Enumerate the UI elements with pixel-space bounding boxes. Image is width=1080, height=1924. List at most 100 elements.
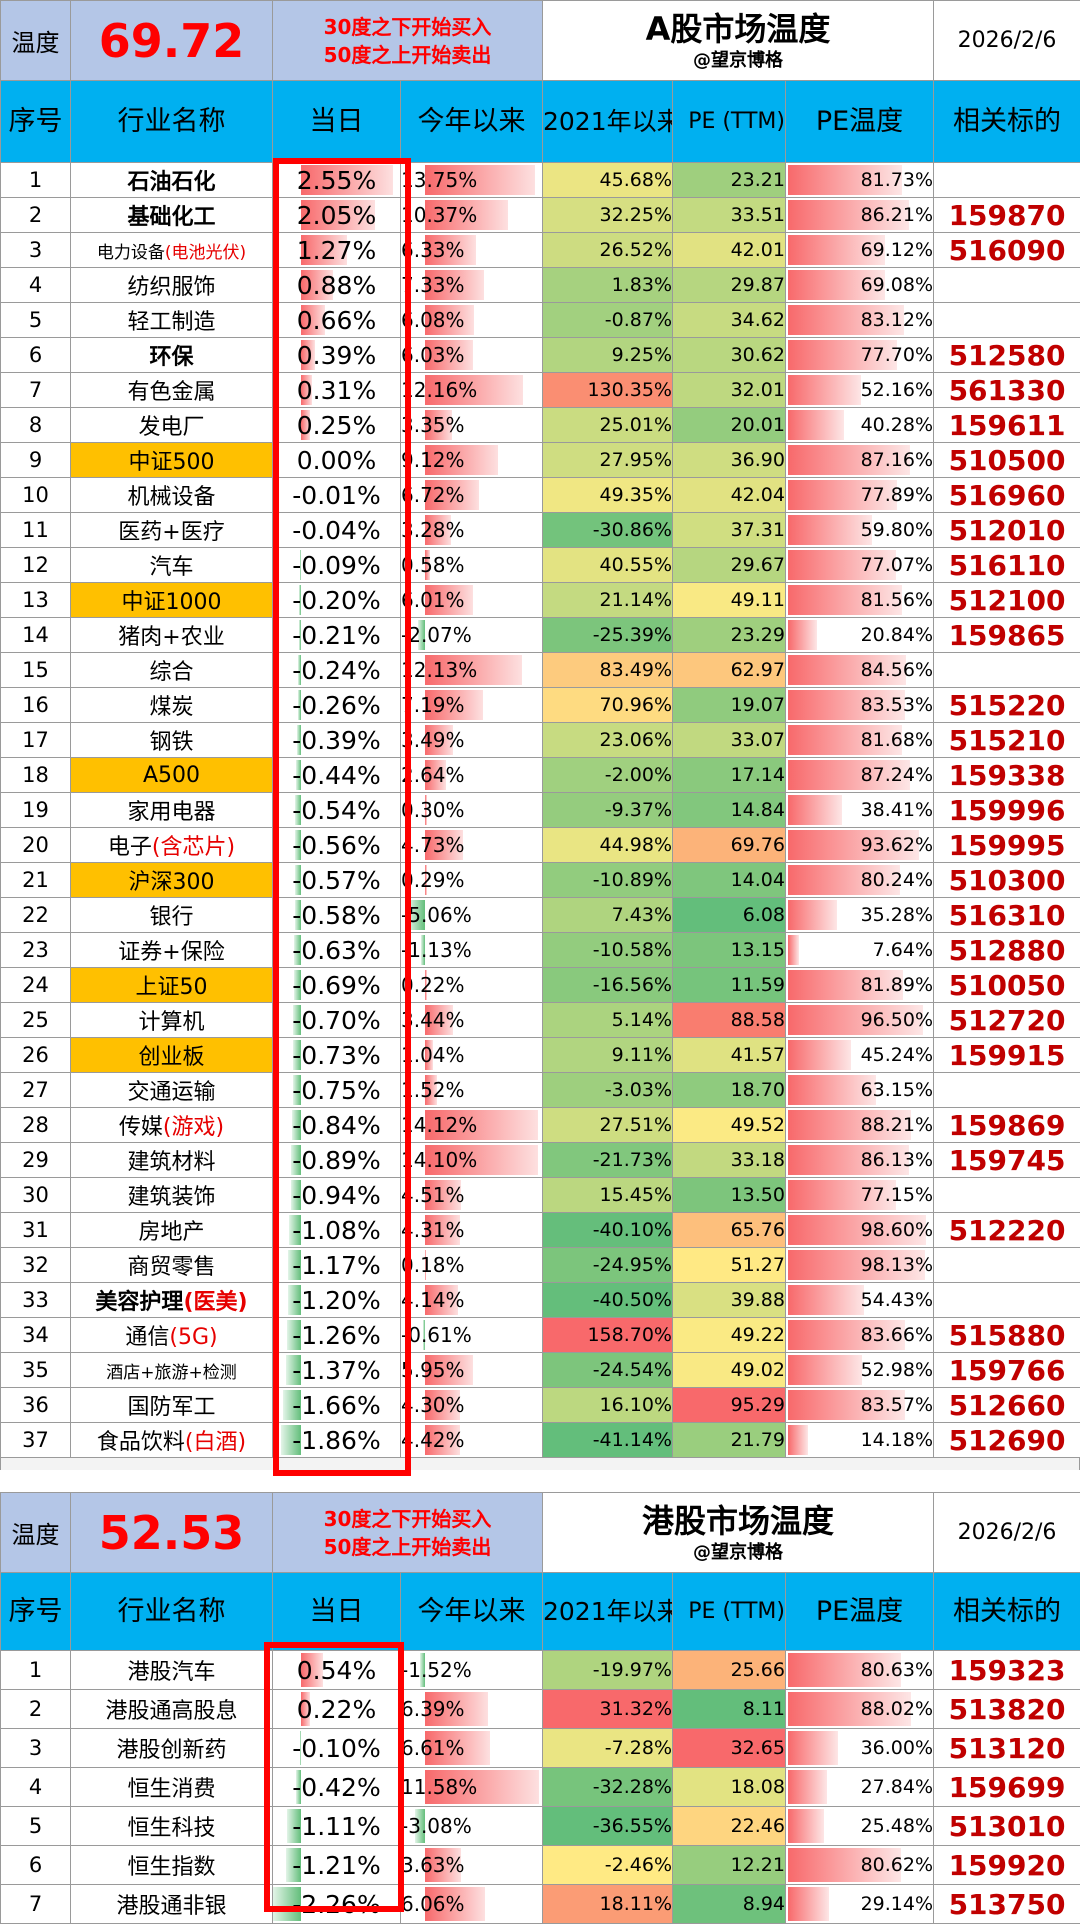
- row-index: 4: [1, 1768, 71, 1807]
- pe-temperature-value: 81.68%: [861, 729, 933, 751]
- pe-ttm: 8.94: [673, 1885, 786, 1924]
- industry-name-text: 发电厂: [138, 415, 204, 440]
- related-ticker: 515220: [934, 688, 1080, 723]
- pe-temperature: 98.60%: [786, 1213, 934, 1248]
- day-change-value: -1.20%: [292, 1286, 380, 1315]
- day-change: -2.26%: [273, 1885, 401, 1924]
- row-index: 19: [1, 793, 71, 828]
- pe-ttm: 13.15: [673, 933, 786, 968]
- ytd-change: 6.03%: [401, 338, 543, 373]
- related-ticker: 512010: [934, 513, 1080, 548]
- ytd-change: 11.58%: [401, 1768, 543, 1807]
- ytd-change-value: 13.75%: [401, 168, 477, 192]
- pe-ttm: 33.07: [673, 723, 786, 758]
- row-index: 4: [1, 268, 71, 303]
- day-change: -0.24%: [273, 653, 401, 688]
- ytd-change: -5.06%: [401, 898, 543, 933]
- pe-temperature-value: 38.41%: [861, 799, 933, 821]
- related-ticker: 159870: [934, 198, 1080, 233]
- industry-name-text: 房地产: [138, 1220, 204, 1245]
- related-ticker: [934, 653, 1080, 688]
- row-index: 37: [1, 1423, 71, 1458]
- industry-name-text: 钢铁: [149, 730, 193, 755]
- day-change: -0.20%: [273, 583, 401, 618]
- a-temp-value: 69.72: [71, 1, 273, 81]
- day-change: -1.86%: [273, 1423, 401, 1458]
- related-ticker: 510500: [934, 443, 1080, 478]
- ytd-change-value: 0.22%: [401, 973, 465, 997]
- pe-temperature-bar: [788, 1355, 862, 1385]
- day-change: -0.75%: [273, 1073, 401, 1108]
- pe-temperature-value: 93.62%: [861, 834, 933, 856]
- pe-ttm: 49.22: [673, 1318, 786, 1353]
- row-index: 8: [1, 408, 71, 443]
- related-ticker: 159865: [934, 618, 1080, 653]
- related-ticker: 159338: [934, 758, 1080, 793]
- ytd-change-value: 6.39%: [401, 1697, 465, 1721]
- pe-temperature: 25.48%: [786, 1807, 934, 1846]
- industry-name-text: 综合: [149, 660, 193, 685]
- pe-temperature: 7.64%: [786, 933, 934, 968]
- row-index: 11: [1, 513, 71, 548]
- day-change: -0.01%: [273, 478, 401, 513]
- industry-name: 电子(含芯片): [71, 828, 273, 863]
- ytd-change-value: 5.95%: [401, 1358, 465, 1382]
- ytd-change: 1.52%: [401, 1073, 543, 1108]
- ytd-change: 0.22%: [401, 968, 543, 1003]
- day-change-value: 0.25%: [297, 411, 376, 440]
- industry-name-text: 食品饮料: [97, 1430, 185, 1455]
- ytd-change-value: 6.72%: [401, 483, 465, 507]
- pe-temperature: 69.12%: [786, 233, 934, 268]
- ytd-change-value: 6.61%: [401, 1736, 465, 1760]
- industry-name: 恒生消费: [71, 1768, 273, 1807]
- day-change: 1.27%: [273, 233, 401, 268]
- since-2021-change: 27.95%: [543, 443, 673, 478]
- industry-name-text: 中证500: [129, 450, 215, 475]
- pe-temperature-value: 35.28%: [861, 904, 933, 926]
- pe-temperature-value: 59.80%: [861, 519, 933, 541]
- pe-temperature-bar: [788, 1731, 838, 1765]
- row-index: 36: [1, 1388, 71, 1423]
- ytd-change: -1.13%: [401, 933, 543, 968]
- row-index: 30: [1, 1178, 71, 1213]
- industry-name-text: 港股创新药: [116, 1738, 226, 1763]
- pe-ttm: 65.76: [673, 1213, 786, 1248]
- day-change-value: -0.21%: [292, 621, 380, 650]
- ytd-change-value: 3.49%: [401, 728, 465, 752]
- day-change: -1.17%: [273, 1248, 401, 1283]
- since-2021-change: -24.95%: [543, 1248, 673, 1283]
- since-2021-change: 23.06%: [543, 723, 673, 758]
- day-change-value: -0.94%: [292, 1181, 380, 1210]
- row-index: 31: [1, 1213, 71, 1248]
- pe-temperature-value: 29.14%: [861, 1893, 933, 1915]
- since-2021-change: -24.54%: [543, 1353, 673, 1388]
- day-change-value: -1.08%: [292, 1216, 380, 1245]
- pe-temperature-value: 83.53%: [861, 694, 933, 716]
- row-index: 10: [1, 478, 71, 513]
- a-table-footer-spacer: [0, 1458, 1080, 1470]
- row-index: 5: [1, 1807, 71, 1846]
- day-change-value: 2.05%: [297, 201, 376, 230]
- day-change-value: -0.24%: [292, 656, 380, 685]
- related-ticker: 513010: [934, 1807, 1080, 1846]
- day-change-value: -2.26%: [292, 1890, 380, 1919]
- industry-name-text: 基础化工: [127, 205, 215, 230]
- industry-name-text: 美容护理: [95, 1290, 183, 1315]
- industry-name-text: 猪肉+农业: [118, 625, 224, 650]
- pe-temperature-value: 7.64%: [873, 939, 933, 961]
- industry-name: 港股汽车: [71, 1651, 273, 1690]
- related-ticker: 159996: [934, 793, 1080, 828]
- industry-name: 电力设备(电池光伏): [71, 233, 273, 268]
- industry-name-text: 商贸零售: [127, 1255, 215, 1280]
- hk-title: 港股市场温度: [543, 1501, 933, 1541]
- since-2021-change: 7.43%: [543, 898, 673, 933]
- pe-temperature: 14.18%: [786, 1423, 934, 1458]
